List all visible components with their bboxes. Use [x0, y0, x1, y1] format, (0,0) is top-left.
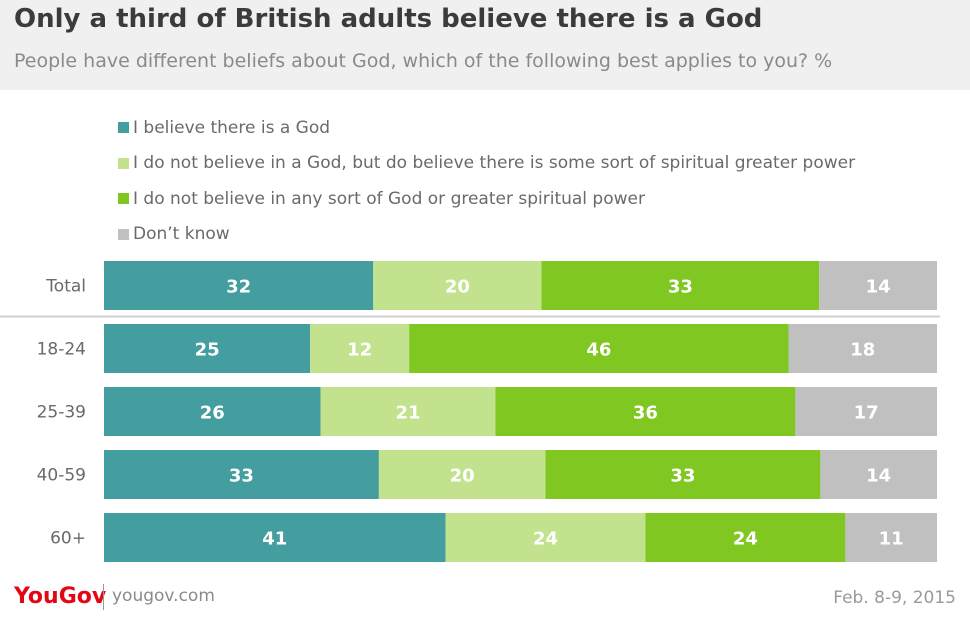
category-label: 18-24 — [37, 340, 86, 360]
category-label: Total — [45, 277, 86, 297]
data-label: 33 — [670, 466, 695, 487]
bar-segment-spiritual — [378, 450, 546, 499]
data-label: 20 — [445, 277, 470, 298]
legend-swatch-believe — [118, 122, 129, 134]
data-label: 46 — [586, 340, 611, 361]
legend-label-believe: I believe there is a God — [133, 117, 331, 138]
data-label: 21 — [396, 403, 421, 424]
data-label: 14 — [866, 277, 891, 298]
bar-segment-believe — [104, 450, 379, 499]
data-label: 41 — [262, 529, 287, 550]
category-label: 25-39 — [37, 403, 86, 423]
data-label: 33 — [229, 466, 254, 487]
bar-segment-spiritual — [445, 513, 646, 562]
chart-title: Only a third of British adults believe t… — [14, 4, 763, 34]
bar-segment-believe — [104, 387, 321, 436]
legend-item-believe: I believe there is a God — [118, 110, 855, 146]
data-label: 17 — [854, 403, 879, 424]
legend-label-spiritual: I do not believe in a God, but do believ… — [133, 153, 856, 174]
footer-site-link: yougov.com — [112, 586, 215, 606]
legend: I believe there is a God I do not believ… — [118, 110, 855, 252]
bar-segment-dont-know — [845, 513, 937, 562]
bar-segment-spiritual — [310, 324, 410, 373]
bar-segment-spiritual — [373, 261, 542, 310]
data-label: 24 — [733, 529, 758, 550]
data-label: 32 — [226, 277, 251, 298]
data-label: 26 — [200, 403, 225, 424]
bar-segment-dont-know — [819, 261, 937, 310]
data-label: 24 — [533, 529, 558, 550]
bar-segment-spiritual — [320, 387, 496, 436]
bar-segment-no-god — [545, 450, 821, 499]
yougov-logo: YouGov — [14, 584, 107, 609]
footer-divider — [103, 584, 104, 610]
legend-item-no-god: I do not believe in any sort of God or g… — [118, 181, 855, 217]
bar-segment-believe — [104, 513, 446, 562]
legend-swatch-spiritual — [118, 157, 129, 169]
data-label: 36 — [633, 403, 658, 424]
footer-date: Feb. 8-9, 2015 — [833, 588, 956, 608]
data-label: 12 — [347, 340, 372, 361]
legend-swatch-dont-know — [118, 228, 129, 240]
bar-segment-believe — [104, 324, 311, 373]
legend-item-dont-know: Don’t know — [118, 217, 855, 253]
bar-segment-no-god — [541, 261, 820, 310]
bar-segment-no-god — [495, 387, 796, 436]
category-label: 40-59 — [37, 466, 86, 486]
legend-item-spiritual: I do not believe in a God, but do believ… — [118, 146, 855, 182]
bar-segment-dont-know — [820, 450, 937, 499]
bar-segment-believe — [104, 261, 374, 310]
category-label: 60+ — [50, 529, 86, 549]
chart-subtitle: People have different beliefs about God,… — [14, 50, 833, 72]
data-label: 20 — [450, 466, 475, 487]
bar-segment-no-god — [645, 513, 846, 562]
legend-label-no-god: I do not believe in any sort of God or g… — [133, 188, 645, 209]
data-label: 33 — [668, 277, 693, 298]
header-band: Only a third of British adults believe t… — [0, 0, 970, 90]
data-label: 14 — [866, 466, 891, 487]
bar-segment-no-god — [409, 324, 789, 373]
legend-swatch-no-god — [118, 193, 129, 205]
data-label: 11 — [879, 529, 904, 550]
data-label: 25 — [195, 340, 220, 361]
bar-segment-dont-know — [788, 324, 937, 373]
data-label: 18 — [850, 340, 875, 361]
legend-label-dont-know: Don’t know — [133, 224, 230, 245]
bar-segment-dont-know — [795, 387, 937, 436]
